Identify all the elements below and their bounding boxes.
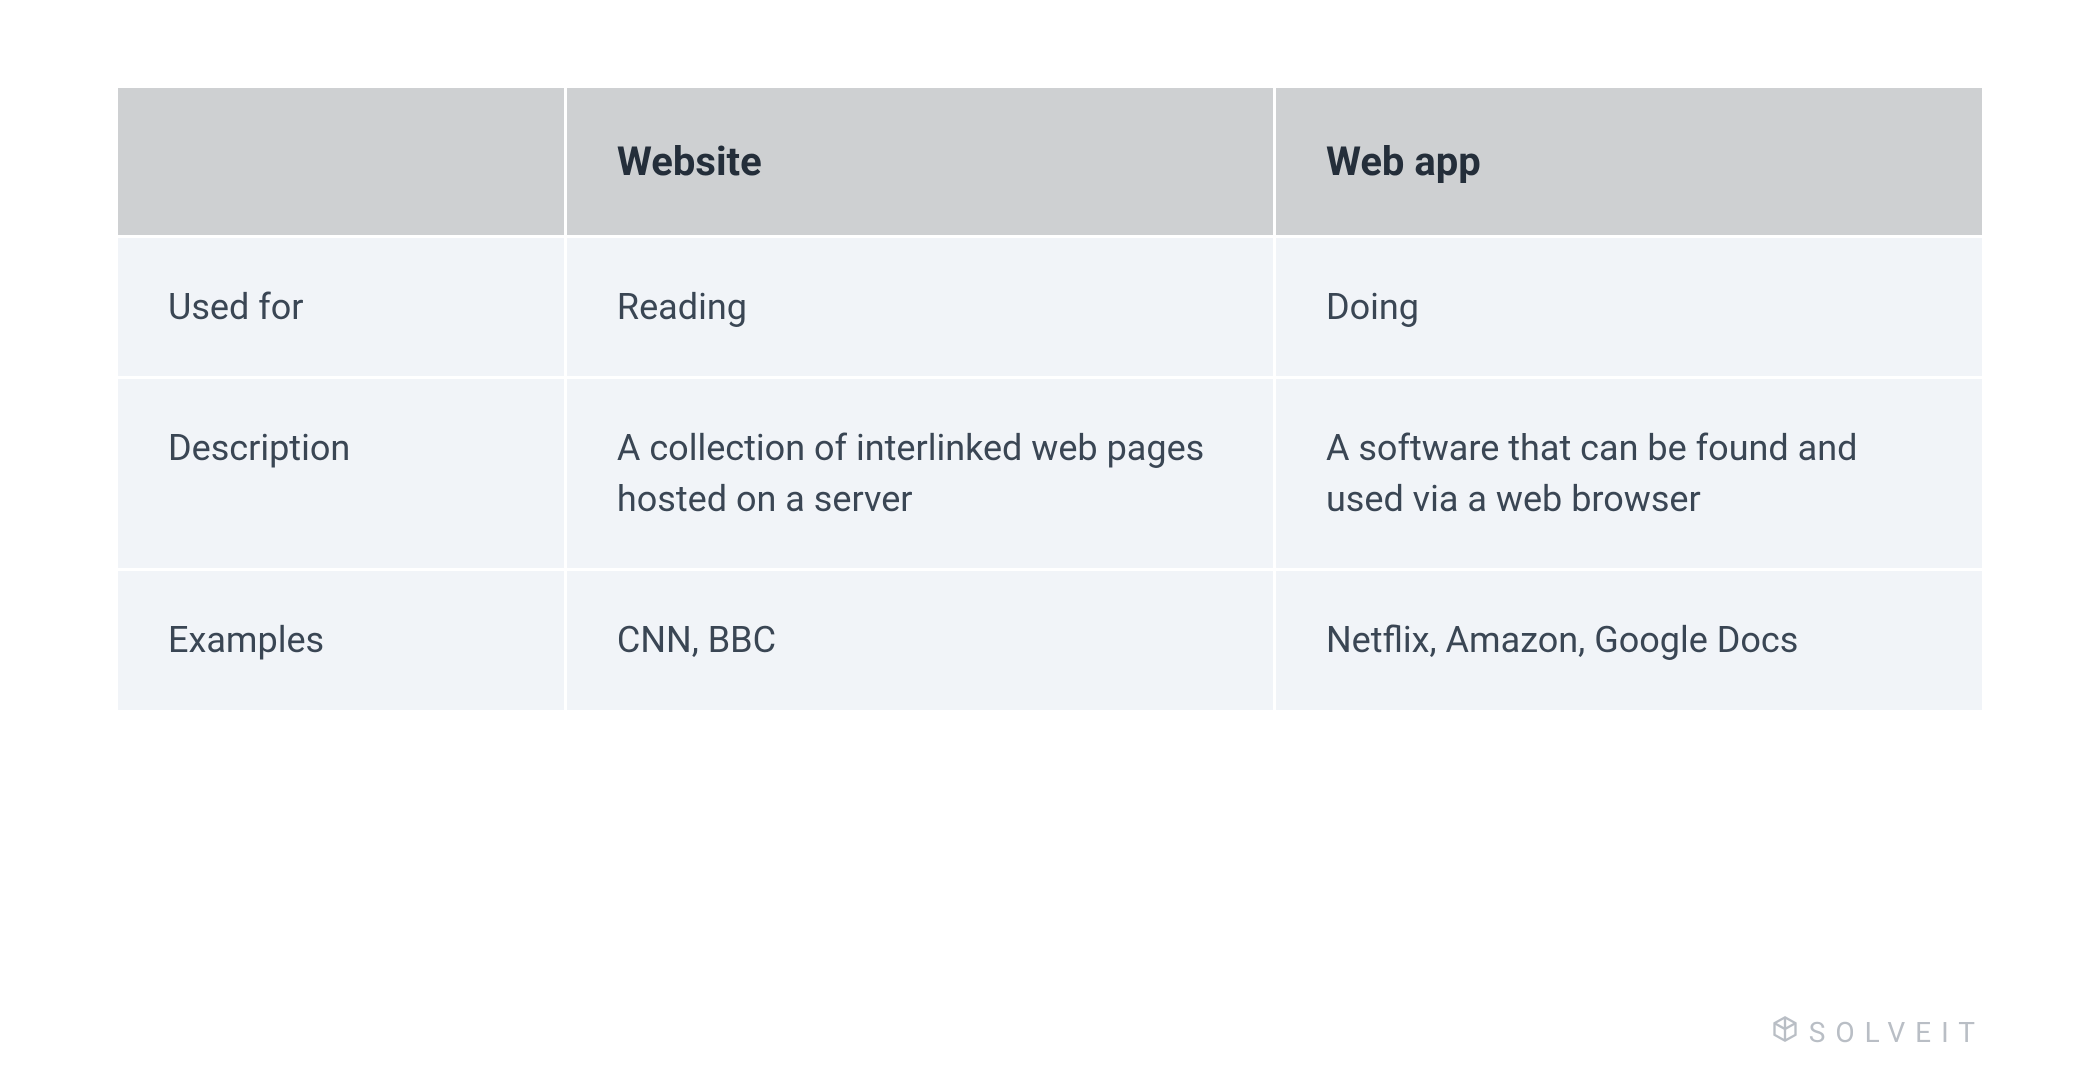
header-blank	[118, 88, 564, 235]
solveit-logo-icon	[1771, 1015, 1799, 1050]
cell-webapp-description: A software that can be found and used vi…	[1276, 379, 1982, 568]
cell-website-examples: CNN, BBC	[567, 571, 1273, 709]
table-row: Examples CNN, BBC Netflix, Amazon, Googl…	[118, 571, 1982, 709]
row-label-examples: Examples	[118, 571, 564, 709]
cell-website-used-for: Reading	[567, 238, 1273, 376]
table-header-row: Website Web app	[118, 88, 1982, 235]
cell-webapp-used-for: Doing	[1276, 238, 1982, 376]
row-label-description: Description	[118, 379, 564, 568]
watermark: SOLVEIT	[1771, 1015, 1985, 1050]
row-label-used-for: Used for	[118, 238, 564, 376]
header-webapp: Web app	[1276, 88, 1982, 235]
table-row: Description A collection of interlinked …	[118, 379, 1982, 568]
header-website: Website	[567, 88, 1273, 235]
cell-website-description: A collection of interlinked web pages ho…	[567, 379, 1273, 568]
comparison-table: Website Web app Used for Reading Doing D…	[115, 85, 1985, 713]
table-row: Used for Reading Doing	[118, 238, 1982, 376]
cell-webapp-examples: Netflix, Amazon, Google Docs	[1276, 571, 1982, 709]
watermark-text: SOLVEIT	[1809, 1016, 1985, 1049]
